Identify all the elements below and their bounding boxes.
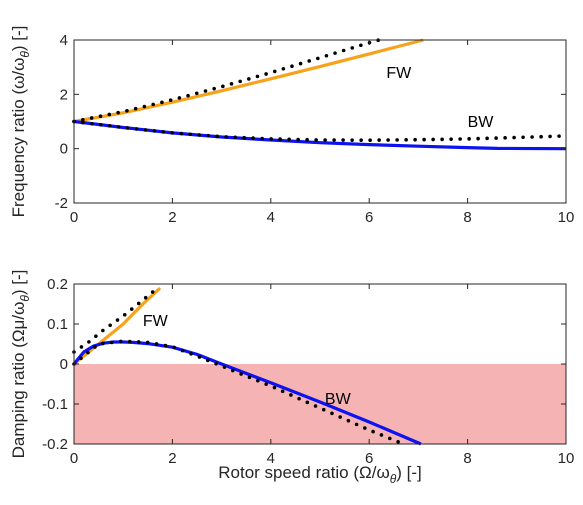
- x-tick-label: 10: [558, 209, 575, 226]
- y-axis-label: Damping ratio (Ωμ/ωθ) [-]: [9, 270, 32, 459]
- x-tick-label: 2: [168, 209, 176, 226]
- x-tick-label: 2: [168, 450, 176, 467]
- x-tick-label: 6: [365, 209, 373, 226]
- dotted-series-line-3: [72, 119, 568, 143]
- annotation-bw: BW: [468, 114, 495, 131]
- y-axis-label: Frequency ratio (ω/ωθ) [-]: [9, 26, 32, 218]
- y-tick-label: 0.1: [47, 316, 68, 333]
- solid-series-line-0: [73, 38, 424, 124]
- y-tick-label: 0.2: [47, 276, 68, 293]
- axes-frame: [73, 39, 567, 204]
- x-axis-label: Rotor speed ratio (Ω/ωθ) [-]: [218, 463, 422, 486]
- x-tick-label: 4: [267, 450, 275, 467]
- damping-ratio-panel: 0 2 4 6 8 10 -0.2 -0.1 0 0.1 0.2 FW BW Damping ratio …: [9, 270, 574, 486]
- annotation-fw: FW: [143, 313, 169, 330]
- y-tick-label: -0.2: [42, 436, 68, 453]
- x-tick-label: 8: [463, 209, 471, 226]
- solid-series-line-0: [72, 286, 162, 366]
- annotation-bw: BW: [325, 391, 352, 408]
- annotation-fw: FW: [386, 65, 412, 82]
- shaded-unstable-region: [74, 364, 566, 444]
- y-tick-label: -0.1: [42, 396, 68, 413]
- dotted-series-line-1: [72, 38, 381, 124]
- y-tick-label: 2: [60, 86, 68, 103]
- x-tick-label: 8: [463, 450, 471, 467]
- y-tick-label: 0: [60, 141, 68, 158]
- y-tick-label: 4: [60, 32, 68, 49]
- x-tick-label: 0: [70, 209, 78, 226]
- x-tick-label: 6: [365, 450, 373, 467]
- x-tick-label: 10: [558, 450, 575, 467]
- x-tick-label: 0: [70, 450, 78, 467]
- x-tick-label: 4: [267, 209, 275, 226]
- y-tick-label: 0: [60, 356, 68, 373]
- y-tick-label: -2: [55, 195, 68, 212]
